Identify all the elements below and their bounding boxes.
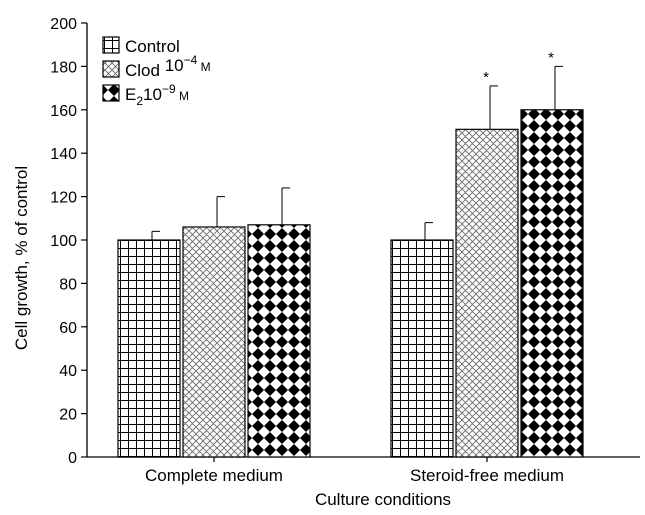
y-tick-label: 120 bbox=[50, 190, 77, 207]
legend-swatch bbox=[102, 60, 120, 78]
legend-label: Clod 10−4 M bbox=[125, 53, 211, 80]
x-tick-label: Complete medium bbox=[145, 466, 283, 485]
bar bbox=[247, 224, 311, 458]
bar bbox=[182, 226, 246, 458]
bar bbox=[117, 239, 181, 458]
y-tick-label: 160 bbox=[50, 103, 77, 120]
y-tick-label: 140 bbox=[50, 146, 77, 163]
y-tick-label: 100 bbox=[50, 233, 77, 250]
legend-label: E210−9 M bbox=[125, 82, 189, 108]
y-tick-label: 0 bbox=[68, 450, 77, 467]
x-axis-title: Culture conditions bbox=[315, 490, 451, 509]
x-tick-label: Steroid-free medium bbox=[410, 466, 564, 485]
y-tick-label: 20 bbox=[59, 407, 77, 424]
bar bbox=[390, 239, 454, 458]
legend-swatch bbox=[102, 84, 120, 102]
bar bbox=[520, 109, 584, 458]
y-tick-label: 40 bbox=[59, 363, 77, 380]
y-tick-label: 60 bbox=[59, 320, 77, 337]
bar bbox=[455, 128, 519, 458]
legend-label: Control bbox=[125, 37, 180, 56]
legend-swatch bbox=[102, 36, 120, 54]
plot-area: 0 20 40 60 80 100 120 140 160 180 200 Complete medi… bbox=[50, 16, 640, 485]
significance-marker: * bbox=[548, 49, 554, 66]
y-axis-title: Cell growth, % of control bbox=[12, 166, 31, 350]
y-tick-label: 180 bbox=[50, 59, 77, 76]
significance-marker: * bbox=[483, 69, 489, 86]
y-tick-label: 200 bbox=[50, 16, 77, 33]
y-tick-label: 80 bbox=[59, 276, 77, 293]
